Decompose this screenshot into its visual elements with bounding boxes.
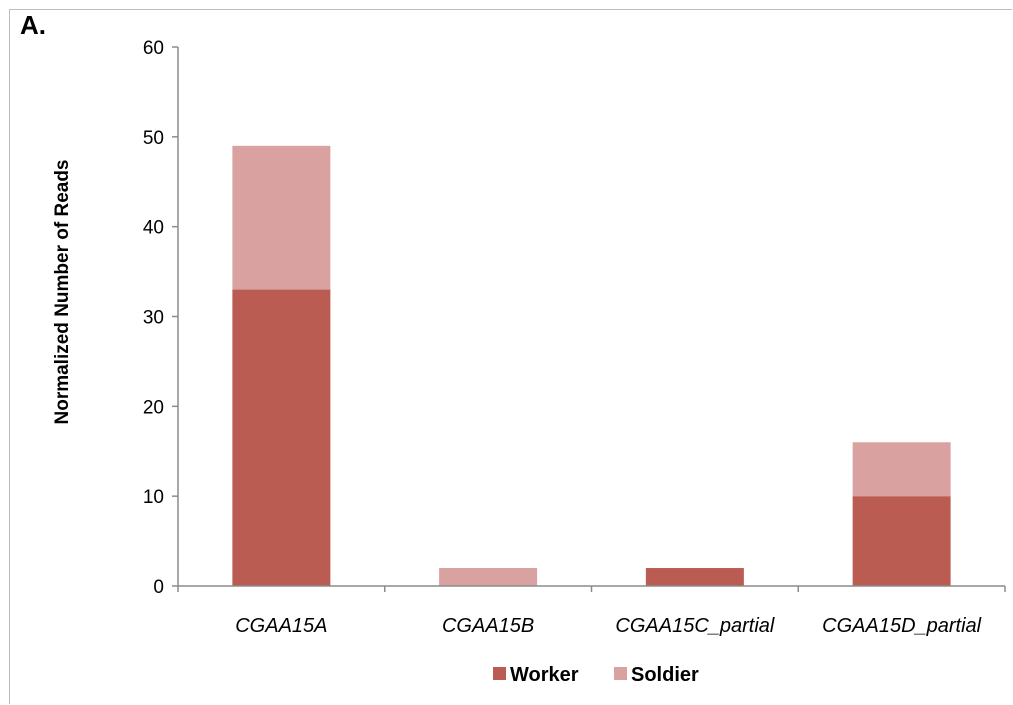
legend-worker-label: Worker bbox=[510, 664, 579, 686]
category-label: CGAA15D_partial bbox=[822, 615, 982, 637]
y-tick-label: 20 bbox=[143, 397, 164, 418]
y-tick-label: 0 bbox=[153, 577, 164, 598]
axes-group bbox=[172, 46, 1006, 592]
category-labels: CGAA15A CGAA15B CGAA15C_partial CGAA15D_par… bbox=[235, 615, 981, 637]
y-tick-label: 60 bbox=[143, 38, 164, 59]
bar-worker-cgaa15a bbox=[232, 289, 331, 586]
y-axis-title: Normalized Number of Reads bbox=[52, 160, 73, 425]
bar-soldier-cgaa15a bbox=[232, 145, 331, 290]
y-tick-labels: 0 10 20 30 40 50 60 bbox=[143, 38, 164, 598]
legend-worker-swatch bbox=[493, 667, 506, 680]
bar-soldier-cgaa15b bbox=[439, 568, 538, 586]
panel-label: A. bbox=[20, 10, 46, 40]
legend-soldier-label: Soldier bbox=[631, 664, 699, 686]
category-label: CGAA15B bbox=[442, 615, 534, 637]
y-tick-label: 50 bbox=[143, 128, 164, 149]
y-tick-label: 40 bbox=[143, 218, 164, 239]
y-tick-label: 30 bbox=[143, 308, 164, 329]
bars-group bbox=[232, 145, 951, 586]
y-tick-label: 10 bbox=[143, 487, 164, 508]
bar-worker-cgaa15c-partial bbox=[645, 568, 744, 586]
category-label: CGAA15C_partial bbox=[615, 615, 775, 637]
bar-soldier-cgaa15d-partial bbox=[852, 442, 951, 497]
category-label: CGAA15A bbox=[235, 615, 327, 637]
legend-soldier-swatch bbox=[614, 667, 627, 680]
legend: Worker Soldier bbox=[493, 664, 699, 686]
chart-frame bbox=[9, 9, 1012, 704]
bar-worker-cgaa15d-partial bbox=[852, 496, 951, 586]
